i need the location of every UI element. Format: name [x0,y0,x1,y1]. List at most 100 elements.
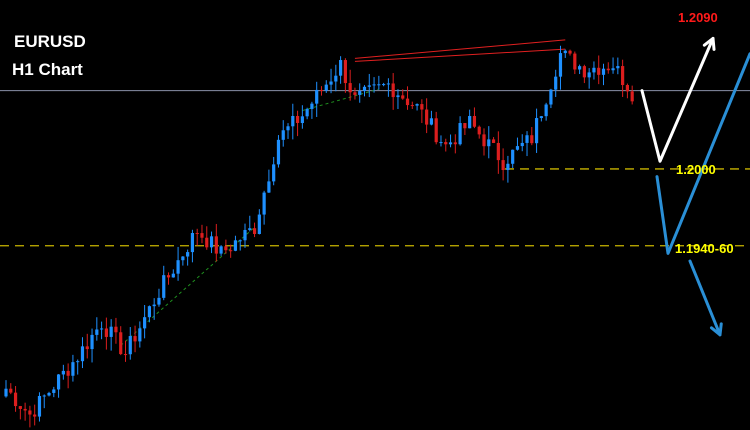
candle-body [214,236,218,254]
candle [171,269,175,278]
candle-body [95,329,99,335]
candle [295,110,300,137]
candle [420,99,424,124]
candle-body [515,146,520,150]
candle-body [372,84,376,86]
candle [85,333,89,359]
trendlines-layer [120,39,566,346]
candle [80,337,85,369]
candle [71,354,75,382]
candle-body [205,237,209,248]
candle [453,134,457,154]
candle [37,392,42,422]
candle-body [525,135,529,143]
candle-body [281,130,285,140]
candle-body [415,104,419,106]
candle-body [200,233,204,238]
support-level-2-label: 1.1940-60 [675,241,734,256]
candle-body [85,346,89,350]
candle [482,128,486,156]
candle [601,63,606,86]
candle [463,123,467,136]
candle [324,80,328,93]
candle-body [382,84,386,86]
candle-body [162,275,166,298]
candle-body [319,89,324,91]
candle [300,105,304,129]
candle [444,138,448,152]
candle [176,246,180,281]
candle [525,131,529,157]
candle-body [104,328,108,337]
candle [415,103,419,111]
candle-body [300,116,304,124]
candle-body [133,336,137,342]
candle-body [233,240,238,251]
candle [592,61,596,80]
candle [252,222,257,238]
candle [534,108,539,153]
candle [272,156,276,186]
candle [334,64,338,92]
candle [367,73,371,98]
candle-body [195,233,199,235]
candle [606,62,610,74]
candle-body [606,68,610,71]
candle-body [334,75,338,82]
candle-body [616,66,620,69]
candle [377,75,381,90]
candle [396,89,400,110]
candle-body [468,115,472,129]
candle-body [18,406,22,409]
projection-path-blue-1 [655,52,750,255]
candle-body [238,240,242,242]
candle [501,148,505,181]
candle-body [339,60,343,76]
candle [195,228,199,246]
trendline-green-3 [302,88,379,112]
candle-body [539,116,543,119]
candle [166,272,171,285]
candle [281,120,285,147]
candle [621,59,625,97]
candle [343,58,347,93]
candle [539,115,543,122]
candle-body [554,76,558,90]
candle-body [181,256,185,261]
candle [276,135,281,168]
candle-body [558,53,563,77]
candle [425,98,429,134]
candle [563,49,567,58]
candle [90,328,94,363]
candle-body [90,334,94,350]
candle-body [76,361,80,363]
candle-body [229,250,233,252]
candle-body [291,116,295,127]
candle-body [143,317,147,329]
candle-body [286,126,290,131]
candle [205,226,209,250]
candle-body [262,192,266,215]
candle-body [47,392,51,396]
candle-body [448,142,453,145]
candle [119,326,123,356]
candle-body [377,84,381,86]
candle [597,55,601,85]
arrow-head-blue-2 [709,322,723,337]
candle [42,394,46,409]
arrow-head-white-0 [702,36,716,51]
candle-body [157,297,161,305]
candle-body [119,332,123,355]
candle [582,64,586,84]
candle-body [295,116,300,124]
candles-layer [4,45,634,428]
candle-body [329,81,333,85]
candle-body [224,246,228,251]
labels-layer: EURUSD H1 Chart 1.2090 1.2000 1.1940-60 [12,10,734,256]
candle-body [13,392,18,407]
candle [625,83,629,99]
candle-body [343,60,347,84]
levels-layer [0,90,750,247]
candle [372,77,376,93]
